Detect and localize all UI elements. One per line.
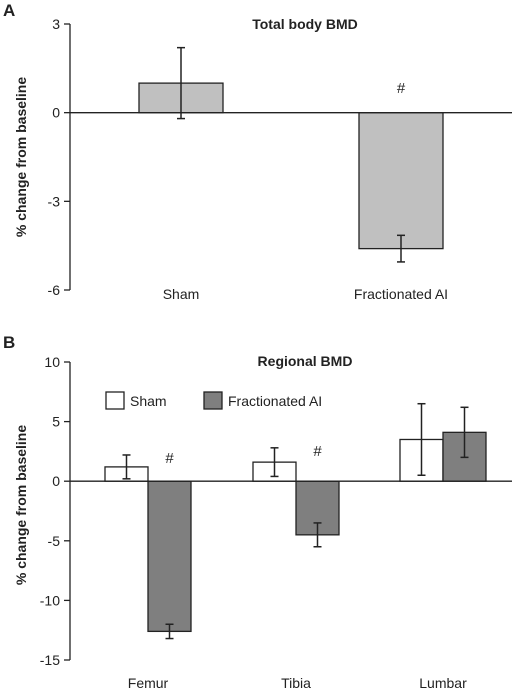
x-category-lumbar: Lumbar — [419, 675, 467, 689]
bar-femur-fractionated-ai — [147, 480, 192, 633]
panel-b-y-axis-label: % change from baseline — [13, 425, 29, 585]
a-y-tick-label: -3 — [48, 193, 61, 209]
panel-b-title: Regional BMD — [258, 353, 353, 369]
legend-label-sham: Sham — [130, 393, 167, 409]
significance-mark-tibia: # — [313, 443, 322, 460]
error-bar-lumbar-fractionated-ai — [460, 406, 469, 459]
error-bar-fractionated-ai — [397, 234, 405, 263]
error-bar-femur-sham — [122, 454, 131, 480]
panel-a-letter: A — [3, 1, 15, 20]
b-y-tick-label: -5 — [48, 533, 61, 549]
b-y-tick-label: -15 — [40, 652, 60, 668]
legend-swatch-fractionated-ai — [203, 391, 223, 410]
b-y-tick-label: 0 — [52, 473, 60, 489]
error-bar-femur-fractionated-ai — [165, 623, 174, 640]
x-category-tibia: Tibia — [281, 675, 311, 689]
b-y-tick-label: -10 — [40, 592, 60, 608]
error-bar-lumbar-sham — [417, 402, 426, 476]
legend-swatch-sham — [105, 391, 125, 410]
significance-mark-femur: # — [165, 450, 174, 467]
error-bar-sham — [177, 46, 185, 120]
error-bar-tibia-sham — [270, 447, 279, 478]
panel-a-y-axis-label: % change from baseline — [13, 77, 29, 237]
x-category-fractionated-ai: Fractionated AI — [354, 286, 448, 302]
significance-mark-fractionated-ai: # — [397, 80, 406, 97]
b-y-tick-label: 10 — [44, 354, 60, 370]
a-y-tick-label: 0 — [52, 105, 60, 121]
panel-b-legend: Sham Fractionated AI — [105, 391, 322, 410]
panel-b-letter: B — [3, 333, 15, 352]
bar-fractionated-ai — [358, 112, 444, 250]
legend-label-fractionated-ai: Fractionated AI — [228, 393, 322, 409]
panel-b: B Regional BMD % change from baseline 10… — [3, 333, 512, 689]
panel-a: A Total body BMD % change from baseline … — [3, 1, 512, 302]
x-category-femur: Femur — [128, 675, 169, 689]
x-category-sham: Sham — [163, 286, 200, 302]
a-y-tick-label: 3 — [52, 16, 60, 32]
panel-a-title: Total body BMD — [252, 16, 358, 32]
error-bar-tibia-fractionated-ai — [313, 522, 322, 548]
a-y-tick-label: -6 — [48, 282, 61, 298]
b-y-tick-label: 5 — [52, 414, 60, 430]
